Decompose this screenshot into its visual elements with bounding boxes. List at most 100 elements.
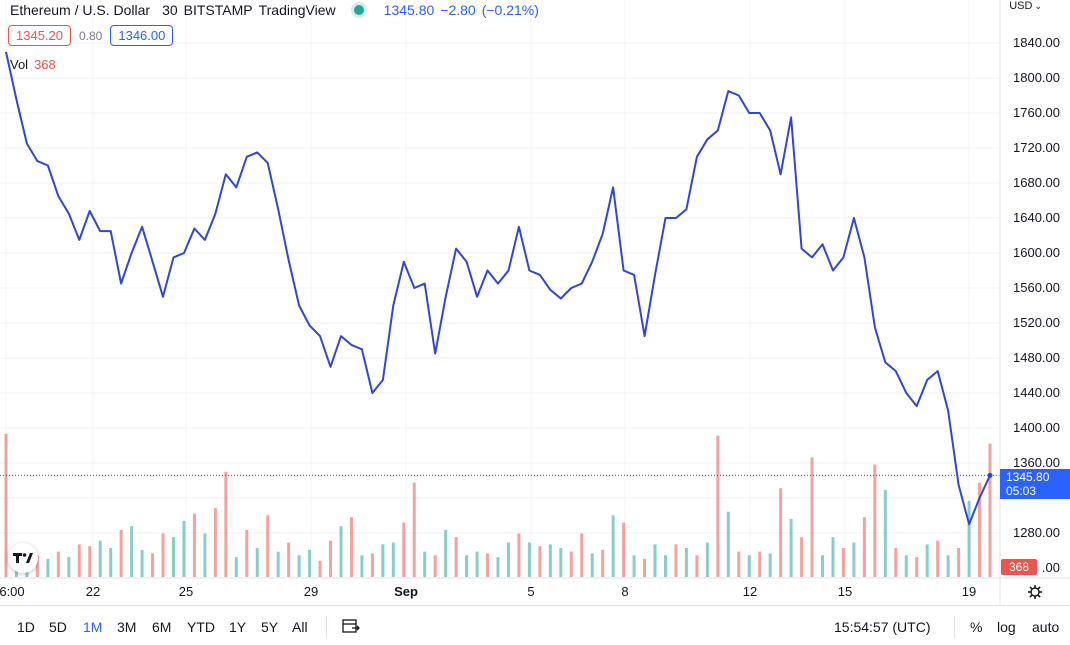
volume-bar — [810, 457, 814, 577]
volume-bar — [192, 513, 196, 577]
volume-bar — [758, 551, 762, 577]
price-tick-label: 1680.00 — [1013, 175, 1060, 190]
volume-bar — [444, 529, 448, 577]
volume-bar — [737, 551, 741, 577]
price-tick-label: 1440.00 — [1013, 385, 1060, 400]
range-button-all[interactable]: All — [292, 619, 308, 635]
volume-bar — [77, 544, 81, 577]
price-chart[interactable] — [0, 0, 1070, 605]
tradingview-logo-icon[interactable] — [8, 543, 38, 573]
volume-bar — [873, 464, 877, 577]
volume-bars — [4, 433, 992, 577]
symbol-name[interactable]: Ethereum / U.S. Dollar — [10, 2, 151, 18]
volume-bar — [213, 508, 217, 577]
volume-bar — [716, 435, 720, 577]
volume-bar — [517, 533, 521, 577]
volume-bar — [465, 555, 469, 577]
volume-bar — [339, 526, 343, 577]
volume-bar — [140, 549, 144, 577]
volume-bar — [67, 557, 71, 577]
volume-bar — [297, 555, 301, 577]
volume-bar — [915, 557, 919, 577]
sell-price-button[interactable]: 1345.20 — [8, 25, 71, 46]
volume-bar — [402, 522, 406, 577]
time-tick-label: 15 — [837, 584, 853, 599]
volume-bar — [46, 558, 50, 577]
price-tick-label: 1800.00 — [1013, 70, 1060, 85]
utc-clock[interactable]: 15:54:57 (UTC) — [834, 619, 931, 635]
price-tick-label: 1560.00 — [1013, 280, 1060, 295]
currency-selector[interactable]: USD ⌄ — [1009, 0, 1042, 12]
range-button-6m[interactable]: 6M — [152, 619, 172, 635]
percent-scale-toggle[interactable]: % — [970, 619, 983, 635]
data-source: TradingView — [258, 2, 336, 18]
time-tick-label: Sep — [394, 584, 418, 599]
price-tick-label: .00 — [1041, 560, 1060, 575]
volume-bar — [381, 544, 385, 577]
volume-bar — [88, 546, 92, 577]
volume-bar — [747, 555, 751, 577]
volume-bar — [559, 548, 563, 577]
volume-bar — [391, 542, 395, 577]
range-button-ytd[interactable]: YTD — [187, 619, 215, 635]
range-button-3m[interactable]: 3M — [117, 619, 137, 635]
volume-bar — [119, 529, 123, 577]
toolbar-divider-right — [954, 616, 955, 638]
log-scale-toggle[interactable]: log — [997, 619, 1016, 635]
price-tick-label: 1640.00 — [1013, 210, 1060, 225]
volume-bar — [370, 553, 374, 577]
volume-bar — [988, 443, 992, 577]
current-price-value: 1345.80 — [1006, 470, 1050, 484]
toolbar-divider — [326, 616, 327, 638]
volume-bar — [329, 540, 333, 577]
time-tick-label: 22 — [85, 584, 101, 599]
volume-bar — [904, 555, 908, 577]
volume-bar — [423, 551, 427, 577]
range-button-1m[interactable]: 1M — [83, 619, 103, 635]
volume-bar — [653, 544, 657, 577]
price-tick-label: 1360.00 — [1013, 455, 1060, 470]
volume-bar — [496, 557, 500, 577]
volume-bar — [978, 482, 982, 577]
volume-bar — [800, 537, 804, 577]
range-button-5d[interactable]: 5D — [49, 619, 67, 635]
range-button-1y[interactable]: 1Y — [229, 619, 247, 635]
volume-bar — [883, 490, 887, 577]
range-button-1d[interactable]: 1D — [17, 619, 35, 635]
spread-value: 0.80 — [79, 28, 103, 43]
volume-bar — [852, 542, 856, 577]
price-tick-label: 1840.00 — [1013, 35, 1060, 50]
volume-bar — [684, 548, 688, 577]
volume-bar — [548, 544, 552, 577]
volume-bar — [831, 537, 835, 577]
price-tick-label: 1400.00 — [1013, 420, 1060, 435]
price-tick-label: 1280.00 — [1013, 525, 1060, 540]
volume-bar — [349, 517, 353, 577]
volume-bar — [611, 515, 615, 577]
volume-bar — [569, 551, 573, 577]
range-button-5y[interactable]: 5Y — [261, 619, 279, 635]
volume-bar — [308, 549, 312, 577]
price-tick-label: 1520.00 — [1013, 315, 1060, 330]
volume-bar — [266, 515, 270, 577]
price-change-percent: (−0.21%) — [481, 2, 539, 18]
chart-settings-icon[interactable] — [1027, 584, 1043, 600]
auto-scale-toggle[interactable]: auto — [1032, 619, 1060, 635]
date-range-calendar-icon[interactable] — [342, 618, 360, 634]
time-tick-label: 19 — [961, 584, 977, 599]
exchange: BITSTAMP — [183, 2, 253, 18]
volume-bar — [255, 548, 259, 577]
volume-bar — [182, 520, 186, 577]
volume-bar — [4, 433, 8, 577]
volume-bar — [35, 555, 39, 577]
volume-bar — [821, 555, 825, 577]
volume-bar — [590, 553, 594, 577]
time-tick-label: 5 — [527, 584, 535, 599]
time-tick-label: 6:00 — [0, 584, 25, 599]
current-price-tag: 1345.80 05:03 — [1000, 469, 1070, 499]
interval: 30 — [162, 2, 178, 18]
tv-mark-icon — [13, 553, 33, 563]
volume-bar — [601, 549, 605, 577]
volume-bar — [360, 555, 364, 577]
buy-price-button[interactable]: 1346.00 — [110, 25, 174, 46]
